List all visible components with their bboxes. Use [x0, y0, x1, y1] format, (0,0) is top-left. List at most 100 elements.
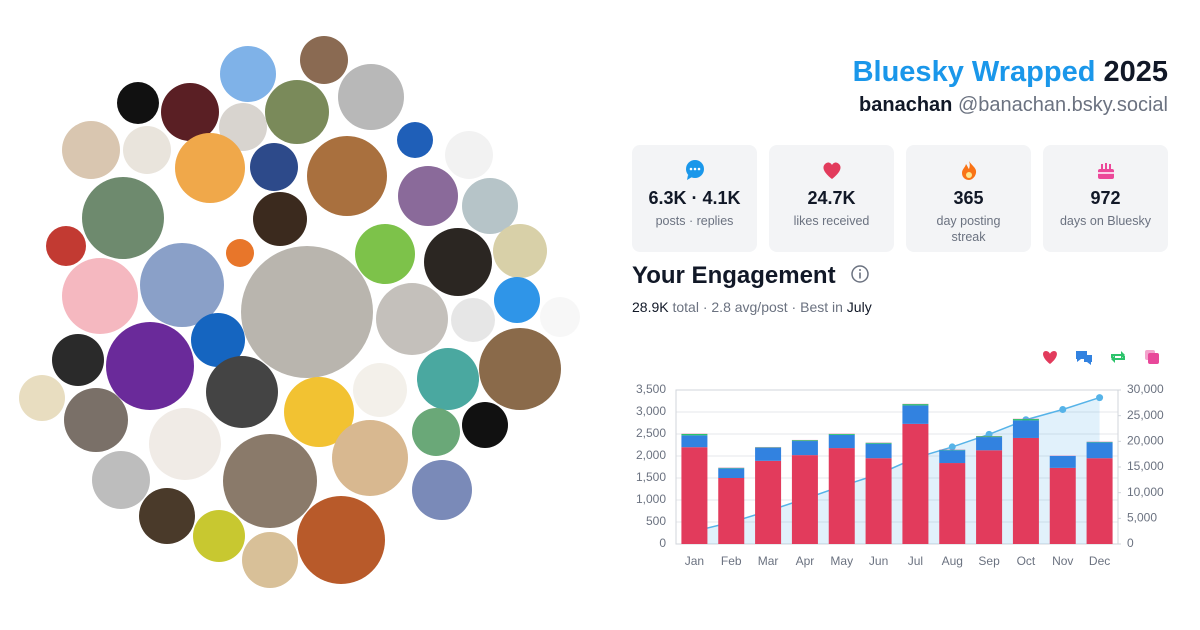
avatar — [241, 246, 373, 378]
handle: @banachan.bsky.social — [957, 94, 1168, 116]
y-tick-label: 3,000 — [636, 404, 666, 418]
bar-segment — [865, 442, 892, 444]
avatar — [332, 420, 408, 496]
bar-segment — [865, 443, 892, 459]
bar-segment — [791, 440, 818, 442]
avatar — [219, 103, 267, 151]
y2-tick-label: 25,000 — [1127, 408, 1164, 422]
y2-tick-label: 5,000 — [1127, 511, 1157, 525]
avatar — [242, 532, 298, 588]
avatar — [149, 408, 221, 480]
avatar — [62, 258, 138, 334]
bar-segment — [902, 423, 929, 544]
x-tick-label: Apr — [796, 554, 815, 568]
line-area — [694, 397, 1100, 544]
bar-segment — [976, 450, 1003, 544]
bar-segment — [939, 463, 966, 544]
bar-segment — [1049, 467, 1076, 544]
stat-value: 24.7K — [807, 188, 856, 208]
x-tick-label: Aug — [942, 554, 963, 568]
avatar — [462, 178, 518, 234]
y-tick-label: 2,500 — [636, 426, 666, 440]
avatar — [220, 46, 276, 102]
avatar — [175, 133, 245, 203]
avatar — [46, 226, 86, 266]
avatar — [355, 224, 415, 284]
stat-card: 972 days on Bluesky — [1043, 145, 1168, 252]
bar-segment — [755, 460, 782, 544]
avatar — [139, 488, 195, 544]
avatar — [191, 313, 245, 367]
avatar — [265, 80, 329, 144]
y-tick-label: 2,000 — [636, 448, 666, 462]
bar-segment — [791, 455, 818, 544]
x-tick-label: Mar — [758, 554, 779, 568]
bar-segment — [828, 448, 855, 544]
info-icon[interactable] — [850, 264, 870, 284]
y2-tick-label: 10,000 — [1127, 485, 1164, 499]
avatar-cluster — [19, 36, 561, 588]
avatar — [106, 322, 194, 410]
legend-icon — [1043, 351, 1057, 364]
bar-segment — [1049, 456, 1076, 468]
bar-segment — [828, 434, 855, 449]
y-tick-label: 3,500 — [636, 382, 666, 396]
x-tick-label: May — [830, 554, 853, 568]
stat-card: 24.7K likes received — [769, 145, 894, 252]
avatar — [445, 131, 493, 179]
plot-border — [675, 389, 1119, 545]
avatar — [82, 177, 164, 259]
avatar — [479, 328, 561, 410]
bar-segment — [681, 435, 708, 448]
avatar — [300, 36, 348, 84]
avatar — [123, 126, 171, 174]
stat-value: 972 — [1090, 188, 1121, 208]
stat-label: likes received — [793, 214, 870, 228]
y2-tick-label: 30,000 — [1127, 382, 1164, 396]
legend-icon — [1145, 350, 1155, 360]
y2-tick-label: 0 — [1127, 536, 1134, 550]
stat-card: 6.3K · 4.1K posts · replies — [632, 145, 757, 252]
bar-segment — [1012, 437, 1039, 544]
bar-segment — [939, 450, 966, 464]
icon-heart — [822, 162, 841, 179]
avatar — [284, 377, 354, 447]
avatar — [250, 143, 298, 191]
line-point — [690, 527, 698, 535]
stat-label: posts · replies — [655, 214, 734, 228]
avatar — [117, 82, 159, 124]
x-tick-label: Jun — [869, 554, 888, 568]
avatar — [412, 460, 472, 520]
bar-segment — [1012, 419, 1039, 421]
avatar — [353, 363, 407, 417]
line-point — [1059, 406, 1067, 414]
avatar — [193, 510, 245, 562]
avatar — [417, 348, 479, 410]
bar-segment — [828, 434, 855, 435]
title: Bluesky Wrapped 2025 — [853, 56, 1168, 89]
line — [694, 396, 1100, 532]
avatar — [376, 283, 448, 355]
avatar — [64, 388, 128, 452]
icon-cake — [1097, 163, 1114, 179]
bar-segment — [1012, 420, 1039, 438]
x-tick-label: Jan — [685, 554, 704, 568]
bar-segment — [718, 468, 745, 478]
stat-value: 365 — [953, 188, 984, 208]
legend-icon — [1076, 351, 1092, 365]
section-title-text: Your Engagement — [632, 262, 836, 289]
avatar — [140, 243, 224, 327]
line-point — [727, 518, 735, 526]
x-tick-label: Jul — [908, 554, 923, 568]
avatar — [451, 298, 495, 342]
line-point — [1096, 394, 1104, 402]
line-point — [801, 495, 809, 503]
summary-total: 28.9K — [632, 299, 669, 315]
x-tick-label: Oct — [1017, 554, 1036, 568]
avatar — [494, 277, 540, 323]
summary-best: July — [846, 299, 872, 315]
avatar — [398, 166, 458, 226]
y-tick-label: 0 — [659, 536, 666, 550]
title-year: 2025 — [1103, 56, 1168, 88]
